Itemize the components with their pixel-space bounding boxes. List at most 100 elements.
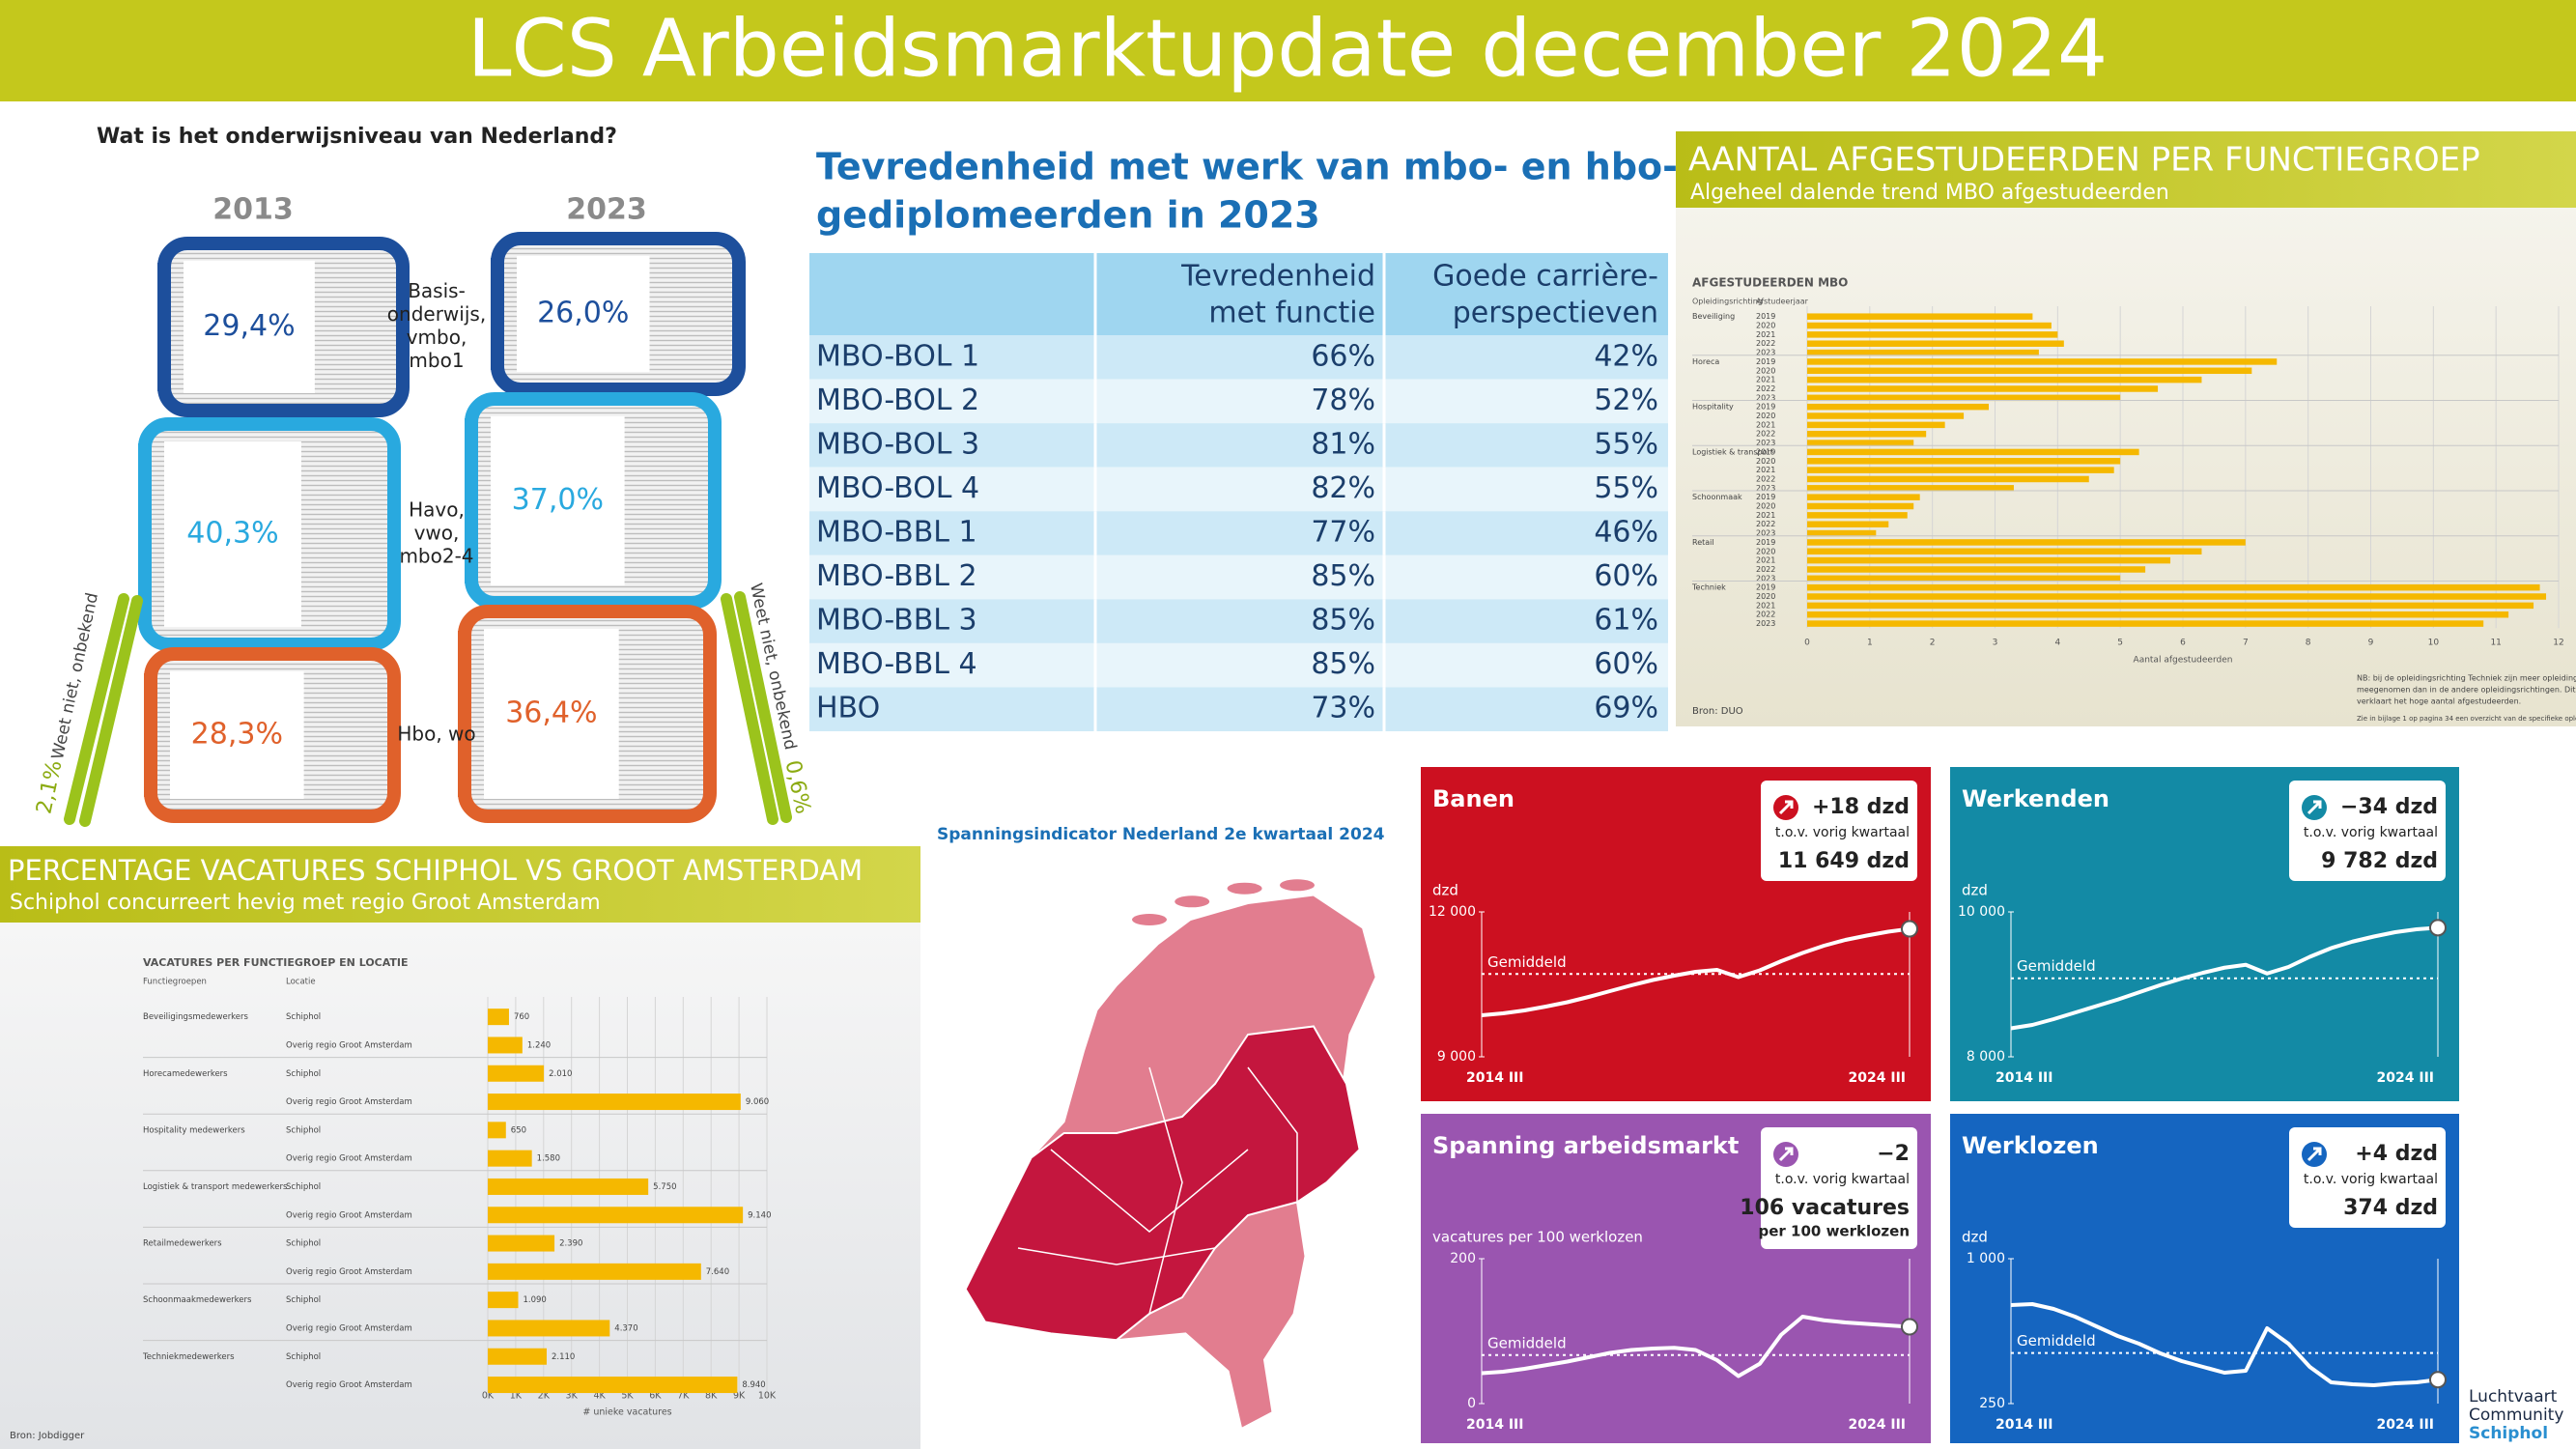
row-label: 2019 [1756, 447, 1775, 456]
value-label: 5.750 [653, 1182, 676, 1192]
panel-title: Banen [1432, 785, 1514, 812]
bar [1807, 620, 2484, 627]
level-label: onderwijs, [387, 302, 486, 326]
question: Wat is het onderwijsniveau van Nederland… [97, 125, 617, 149]
book-spine [144, 673, 157, 797]
row-label: MBO-BOL 2 [816, 384, 979, 417]
row-label: 2020 [1756, 412, 1775, 420]
table-cell: 78% [1311, 384, 1375, 417]
bar [1807, 548, 2202, 555]
current-value: 106 vacatures [1740, 1196, 1910, 1220]
column-header: Afstudeerjaar [1756, 298, 1809, 306]
bar [488, 1150, 532, 1167]
table-row [809, 423, 1668, 468]
x-tick-label: 2K [538, 1391, 551, 1402]
value-label: 8.940 [742, 1380, 765, 1390]
value-label: 4.370 [614, 1323, 637, 1333]
table-title: gediplomeerden in 2023 [816, 194, 1320, 237]
row-label: 2019 [1756, 403, 1775, 412]
x-tick-label: 2 [1930, 639, 1936, 648]
row-label: Schiphol [286, 1069, 321, 1079]
bar [1807, 322, 2052, 329]
x-tick-label: 10K [758, 1391, 777, 1402]
row-label: MBO-BOL 1 [816, 339, 979, 373]
column-header: Functiegroepen [143, 978, 207, 987]
bar [1807, 539, 2246, 546]
x-tick-label: 9K [733, 1391, 746, 1402]
value-label: 650 [511, 1125, 526, 1135]
table-cell: 82% [1311, 471, 1375, 505]
row-label: MBO-BBL 1 [816, 516, 977, 550]
panel-title: Werklozen [1962, 1132, 2099, 1159]
x-tick-label: 12 [2553, 639, 2563, 648]
bar [1807, 602, 2534, 610]
x-tick-label: 4 [2054, 639, 2060, 648]
bar [1807, 521, 1889, 527]
section-subtitle: Algeheel dalende trend MBO afgestudeerde… [1690, 181, 2169, 205]
value-label: 9.140 [748, 1210, 771, 1220]
bar [1807, 448, 2139, 456]
unknown-bar [79, 595, 143, 827]
change-note: t.o.v. vorig kwartaal [2304, 825, 2438, 840]
bar [1807, 502, 1914, 510]
x-tick-label: 1K [510, 1391, 523, 1402]
x-axis-label: # unieke vacatures [582, 1407, 671, 1418]
row-label: Schiphol [286, 1182, 321, 1192]
logo-text: Luchtvaart [2469, 1387, 2558, 1406]
row-label: 2020 [1756, 547, 1775, 555]
x-axis-label: Aantal afgestudeerden [2134, 656, 2233, 666]
row-label: 2019 [1756, 538, 1775, 547]
panel-title: Spanning arbeidsmarkt [1432, 1132, 1739, 1159]
bar [1807, 313, 2033, 320]
row-label: MBO-BBL 2 [816, 559, 977, 593]
table-row [809, 379, 1668, 424]
row-label: 2021 [1756, 466, 1775, 474]
change-box [2289, 1127, 2446, 1228]
row-label: Overig regio Groot Amsterdam [286, 1040, 412, 1050]
row-label: 2019 [1756, 357, 1775, 366]
bar [1807, 458, 2121, 465]
value-label: 7.640 [706, 1267, 729, 1277]
group-label: Retail [1692, 538, 1714, 547]
x-tick-label: 7 [2243, 639, 2249, 648]
line [2010, 1302, 2439, 1387]
y-tick-label: 8 000 [1967, 1049, 2005, 1065]
row-label: 2020 [1756, 502, 1775, 511]
table-row [809, 554, 1668, 600]
panel-title: Werkenden [1962, 785, 2109, 812]
source: Bron: DUO [1692, 706, 1743, 717]
x-tick-label: 2014 III [1996, 1070, 2052, 1086]
map-island [1280, 879, 1315, 892]
book-cover [184, 261, 315, 393]
chart-title: VACATURES PER FUNCTIEGROEP EN LOCATIE [143, 956, 409, 969]
bar [1807, 593, 2547, 600]
book-cover [491, 416, 625, 585]
x-tick-label: 2014 III [1466, 1070, 1523, 1086]
table-cell: 85% [1311, 604, 1375, 638]
table-cell: 42% [1594, 339, 1658, 373]
level-percentage: 37,0% [512, 483, 604, 517]
x-tick-label: 0K [482, 1391, 495, 1402]
row-label: MBO-BOL 3 [816, 427, 979, 461]
current-value: 11 649 dzd [1778, 849, 1910, 873]
year-label: 2013 [212, 193, 294, 227]
map-region-high [964, 1025, 1361, 1342]
level-label: mbo1 [409, 349, 464, 372]
group-label: Hospitality [1692, 403, 1734, 412]
table-cell: 52% [1594, 384, 1658, 417]
y-tick-label: 250 [1979, 1396, 2005, 1411]
table-cell: 85% [1311, 559, 1375, 593]
x-tick-label: 10 [2428, 639, 2440, 648]
group-label: Schoonmaak [1692, 493, 1742, 501]
note: verklaart het hoge aantal afgestudeerden… [2357, 697, 2521, 706]
row-label: Overig regio Groot Amsterdam [286, 1210, 412, 1220]
row-label: 2019 [1756, 312, 1775, 321]
x-tick-label: 2014 III [1996, 1417, 2052, 1433]
bar [1807, 485, 2014, 492]
section-title: PERCENTAGE VACATURES SCHIPHOL VS GROOT A… [8, 854, 863, 887]
x-tick-label: 4K [593, 1391, 606, 1402]
change-box [1761, 1127, 1917, 1249]
bar [1807, 467, 2114, 473]
column-header: Tevredenheid [1180, 260, 1375, 294]
